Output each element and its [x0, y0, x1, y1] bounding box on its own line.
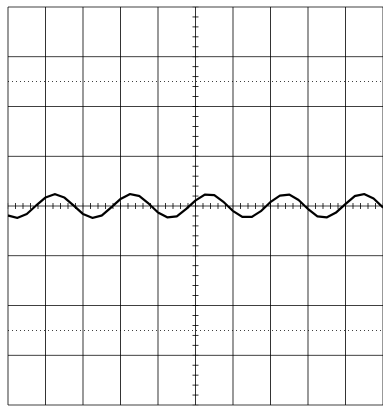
waveform — [7, 193, 383, 219]
